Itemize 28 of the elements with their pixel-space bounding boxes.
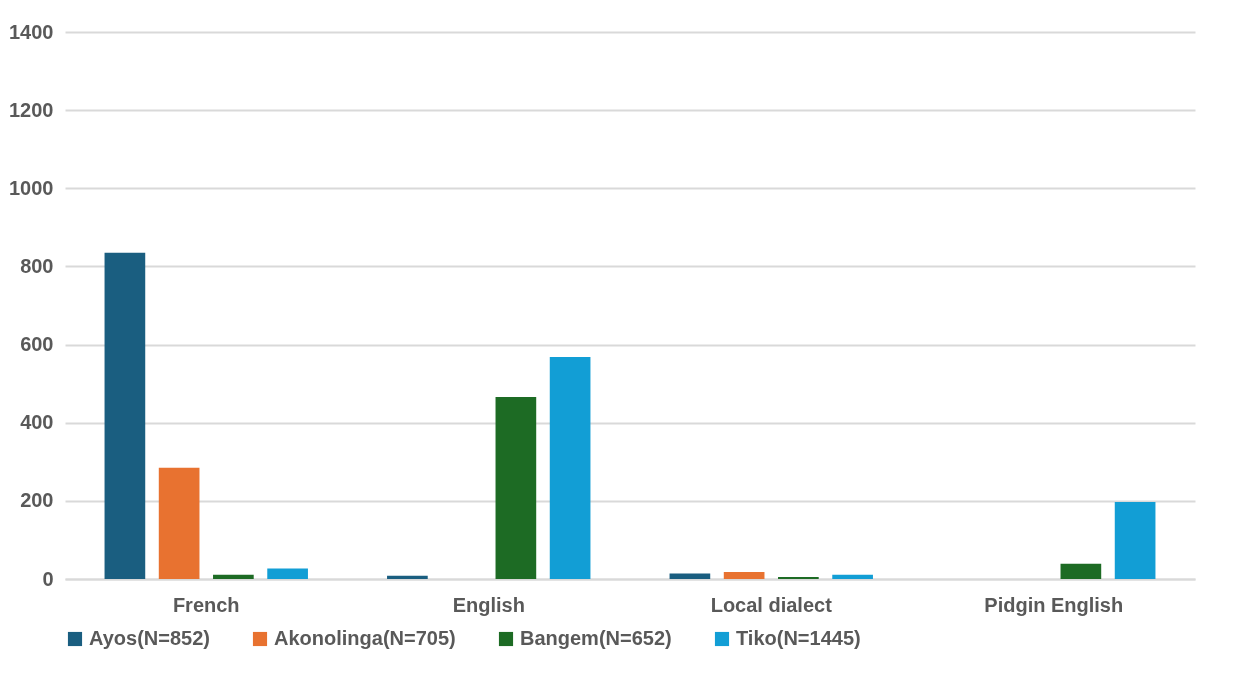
bar: [1114, 502, 1156, 579]
y-tick-label: 1400: [9, 20, 54, 43]
bar: [723, 571, 765, 579]
x-tick-label: Local dialect: [710, 593, 833, 616]
bar: [158, 467, 200, 579]
y-tick-label: 600: [20, 333, 54, 356]
bar: [1060, 563, 1102, 579]
y-tick-label: 1200: [9, 98, 54, 121]
bar: [267, 568, 308, 579]
y-tick-label: 800: [20, 254, 54, 277]
legend-label: Akonolinga(N=705): [274, 627, 456, 649]
bar: [387, 575, 428, 579]
legend-label: Ayos(N=852): [89, 627, 210, 649]
bar: [669, 573, 711, 579]
y-tick-label: 0: [42, 567, 54, 590]
legend-label: Tiko(N=1445): [736, 627, 861, 649]
bar: [213, 574, 254, 579]
y-tick-label: 400: [20, 411, 54, 434]
x-tick-label: English: [452, 593, 525, 616]
bar: [832, 574, 873, 579]
x-tick-label: French: [172, 593, 240, 616]
y-tick-label: 1000: [9, 176, 54, 199]
bar: [495, 396, 537, 579]
x-tick-label: Pidgin English: [984, 593, 1124, 616]
legend-label: Bangem(N=652): [520, 627, 672, 649]
y-tick-label: 200: [20, 489, 54, 512]
bar: [549, 357, 591, 579]
bar: [104, 252, 146, 579]
